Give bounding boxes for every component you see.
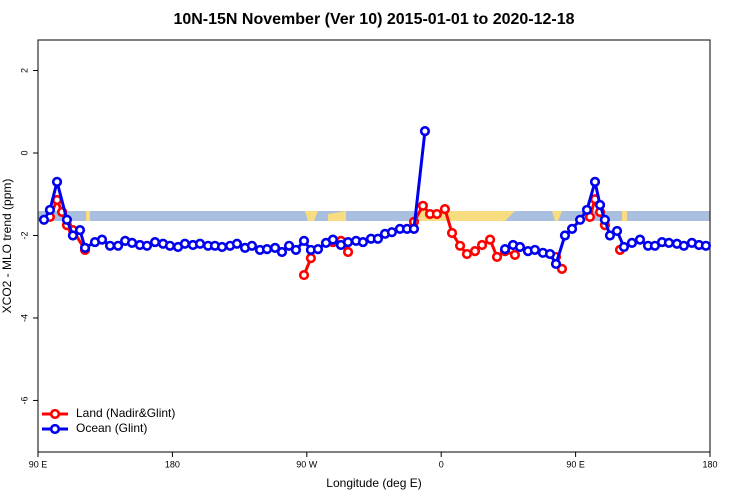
legend-marker bbox=[49, 408, 61, 420]
x-axis-label: Longitude (deg E) bbox=[326, 476, 421, 490]
data-point bbox=[269, 242, 281, 253]
data-point bbox=[559, 230, 571, 241]
data-point bbox=[461, 248, 473, 260]
data-point bbox=[246, 240, 258, 251]
data-point bbox=[51, 176, 63, 187]
data-point bbox=[431, 208, 443, 220]
data-point bbox=[419, 126, 431, 137]
data-point bbox=[599, 214, 611, 225]
data-point bbox=[112, 240, 124, 251]
data-point bbox=[581, 204, 593, 216]
data-point bbox=[589, 176, 601, 187]
data-point bbox=[626, 237, 638, 249]
data-point bbox=[290, 244, 302, 256]
legend-label: Ocean (Glint) bbox=[76, 421, 147, 435]
data-point bbox=[550, 258, 562, 270]
data-point bbox=[469, 246, 481, 257]
data-point bbox=[149, 236, 161, 248]
data-point bbox=[485, 234, 496, 245]
x-tick-label: 90 E bbox=[29, 459, 48, 469]
data-point bbox=[476, 239, 488, 251]
data-point bbox=[544, 248, 556, 260]
data-point bbox=[342, 246, 354, 258]
x-tick-label: 0 bbox=[439, 459, 444, 469]
y-tick-label: -4 bbox=[19, 314, 29, 322]
data-point bbox=[61, 214, 73, 225]
data-point bbox=[96, 234, 108, 245]
data-point bbox=[408, 223, 420, 234]
data-point bbox=[126, 237, 138, 249]
data-point bbox=[499, 243, 511, 255]
data-point bbox=[305, 253, 317, 264]
chart-title: 10N-15N November (Ver 10) 2015-01-01 to … bbox=[173, 11, 574, 28]
data-point bbox=[231, 238, 243, 249]
x-tick-label: 180 bbox=[165, 459, 180, 469]
data-point bbox=[283, 240, 295, 251]
data-point bbox=[342, 236, 354, 248]
data-point bbox=[678, 240, 689, 251]
x-tick-label: 180 bbox=[702, 459, 717, 469]
data-point bbox=[104, 240, 116, 251]
data-point bbox=[372, 233, 384, 244]
data-point bbox=[566, 223, 578, 234]
data-point bbox=[179, 238, 191, 249]
data-point bbox=[446, 227, 458, 239]
data-point bbox=[164, 240, 176, 251]
data-point bbox=[509, 249, 521, 260]
data-point bbox=[44, 204, 56, 216]
data-point bbox=[439, 203, 451, 215]
data-point bbox=[386, 227, 398, 238]
legend-marker bbox=[49, 423, 61, 435]
data-point bbox=[491, 251, 503, 263]
data-point bbox=[312, 243, 324, 255]
y-tick-label: -2 bbox=[19, 231, 29, 239]
data-point bbox=[67, 230, 79, 241]
data-point bbox=[298, 235, 310, 246]
y-tick-label: 2 bbox=[19, 68, 29, 73]
data-point bbox=[38, 214, 50, 225]
y-tick-label: -6 bbox=[19, 396, 29, 404]
data-point bbox=[357, 236, 369, 248]
data-point bbox=[594, 199, 606, 211]
data-point bbox=[618, 241, 630, 253]
data-point bbox=[663, 237, 675, 249]
data-point bbox=[574, 214, 586, 225]
data-point bbox=[454, 240, 466, 251]
x-tick-label: 90 W bbox=[296, 459, 318, 469]
data-point bbox=[74, 225, 86, 236]
data-point bbox=[216, 241, 228, 253]
data-point bbox=[417, 200, 429, 211]
data-point bbox=[634, 234, 646, 245]
y-axis-label: XCO2 - MLO trend (ppm) bbox=[0, 179, 14, 314]
data-point bbox=[604, 230, 616, 241]
data-point bbox=[298, 269, 310, 281]
data-point bbox=[514, 241, 526, 253]
y-tick-label: 0 bbox=[19, 150, 29, 155]
data-point bbox=[276, 246, 288, 258]
data-point bbox=[261, 243, 273, 255]
data-point bbox=[611, 225, 623, 237]
data-point bbox=[327, 234, 339, 245]
x-tick-label: 90 E bbox=[566, 459, 585, 469]
legend-label: Land (Nadir&Glint) bbox=[76, 406, 175, 420]
data-point bbox=[79, 242, 91, 253]
data-point bbox=[700, 240, 711, 251]
data-point bbox=[141, 240, 153, 251]
data-point bbox=[529, 244, 541, 256]
data-point bbox=[194, 238, 206, 249]
